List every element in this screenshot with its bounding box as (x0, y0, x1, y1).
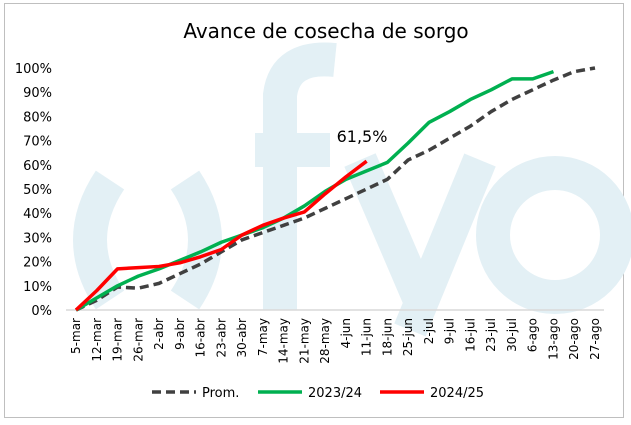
legend-label: 2024/25 (430, 386, 484, 401)
x-tick-label: 19-mar (111, 318, 125, 362)
legend-label: 2023/24 (308, 386, 362, 401)
y-tick-label: 30% (23, 231, 52, 246)
y-tick-label: 80% (23, 110, 52, 125)
x-tick-label: 9-abr (173, 318, 187, 350)
x-tick-label: 5-mar (69, 318, 83, 354)
x-tick-label: 28-may (318, 318, 332, 364)
series-line-Prom. (75, 66, 596, 312)
chart-title: Avance de cosecha de sorgo (183, 19, 468, 43)
x-tick-label: 11-jun (360, 318, 374, 356)
x-tick-label: 30-abr (235, 318, 249, 358)
y-tick-label: 70% (23, 135, 52, 150)
y-tick-label: 20% (23, 256, 52, 271)
watermark-logo (73, 42, 631, 337)
x-tick-label: 27-ago (588, 318, 602, 360)
x-tick-label: 2-jul (422, 318, 436, 344)
x-tick-label: 16-jul (463, 318, 477, 352)
y-tick-label: 10% (23, 280, 52, 295)
x-tick-label: 6-ago (526, 318, 540, 352)
x-tick-label: 25-jun (401, 318, 415, 356)
x-tick-label: 2-abr (152, 318, 166, 350)
watermark-letter-y (344, 153, 496, 337)
x-tick-label: 30-jul (505, 318, 519, 352)
x-tick-label: 18-jun (380, 318, 394, 356)
x-tick-label: 16-abr (194, 318, 208, 358)
x-tick-label: 23-abr (214, 318, 228, 358)
x-tick-label: 20-ago (567, 318, 581, 360)
annotation-label: 61,5% (337, 127, 388, 146)
watermark-letter-f (263, 42, 337, 310)
x-tick-label: 13-ago (546, 318, 560, 360)
x-tick-label: 9-jul (443, 318, 457, 344)
watermark-letter-o (476, 156, 631, 314)
y-tick-label: 60% (23, 159, 52, 174)
x-tick-label: 21-may (297, 318, 311, 364)
series-line-2023/24 (75, 69, 555, 312)
y-tick-label: 90% (23, 86, 52, 101)
y-tick-label: 40% (23, 207, 52, 222)
y-tick-label: 50% (23, 183, 52, 198)
x-tick-label: 4-jun (339, 318, 353, 349)
x-tick-label: 14-may (277, 318, 291, 364)
x-tick-label: 7-may (256, 318, 270, 356)
legend-label: Prom. (202, 386, 239, 401)
x-tick-label: 12-mar (90, 318, 104, 362)
y-tick-label: 0% (31, 304, 52, 319)
x-tick-label: 23-jul (484, 318, 498, 352)
watermark-paren-right (170, 170, 222, 310)
y-tick-label: 100% (15, 62, 52, 77)
x-tick-label: 26-mar (131, 318, 145, 362)
